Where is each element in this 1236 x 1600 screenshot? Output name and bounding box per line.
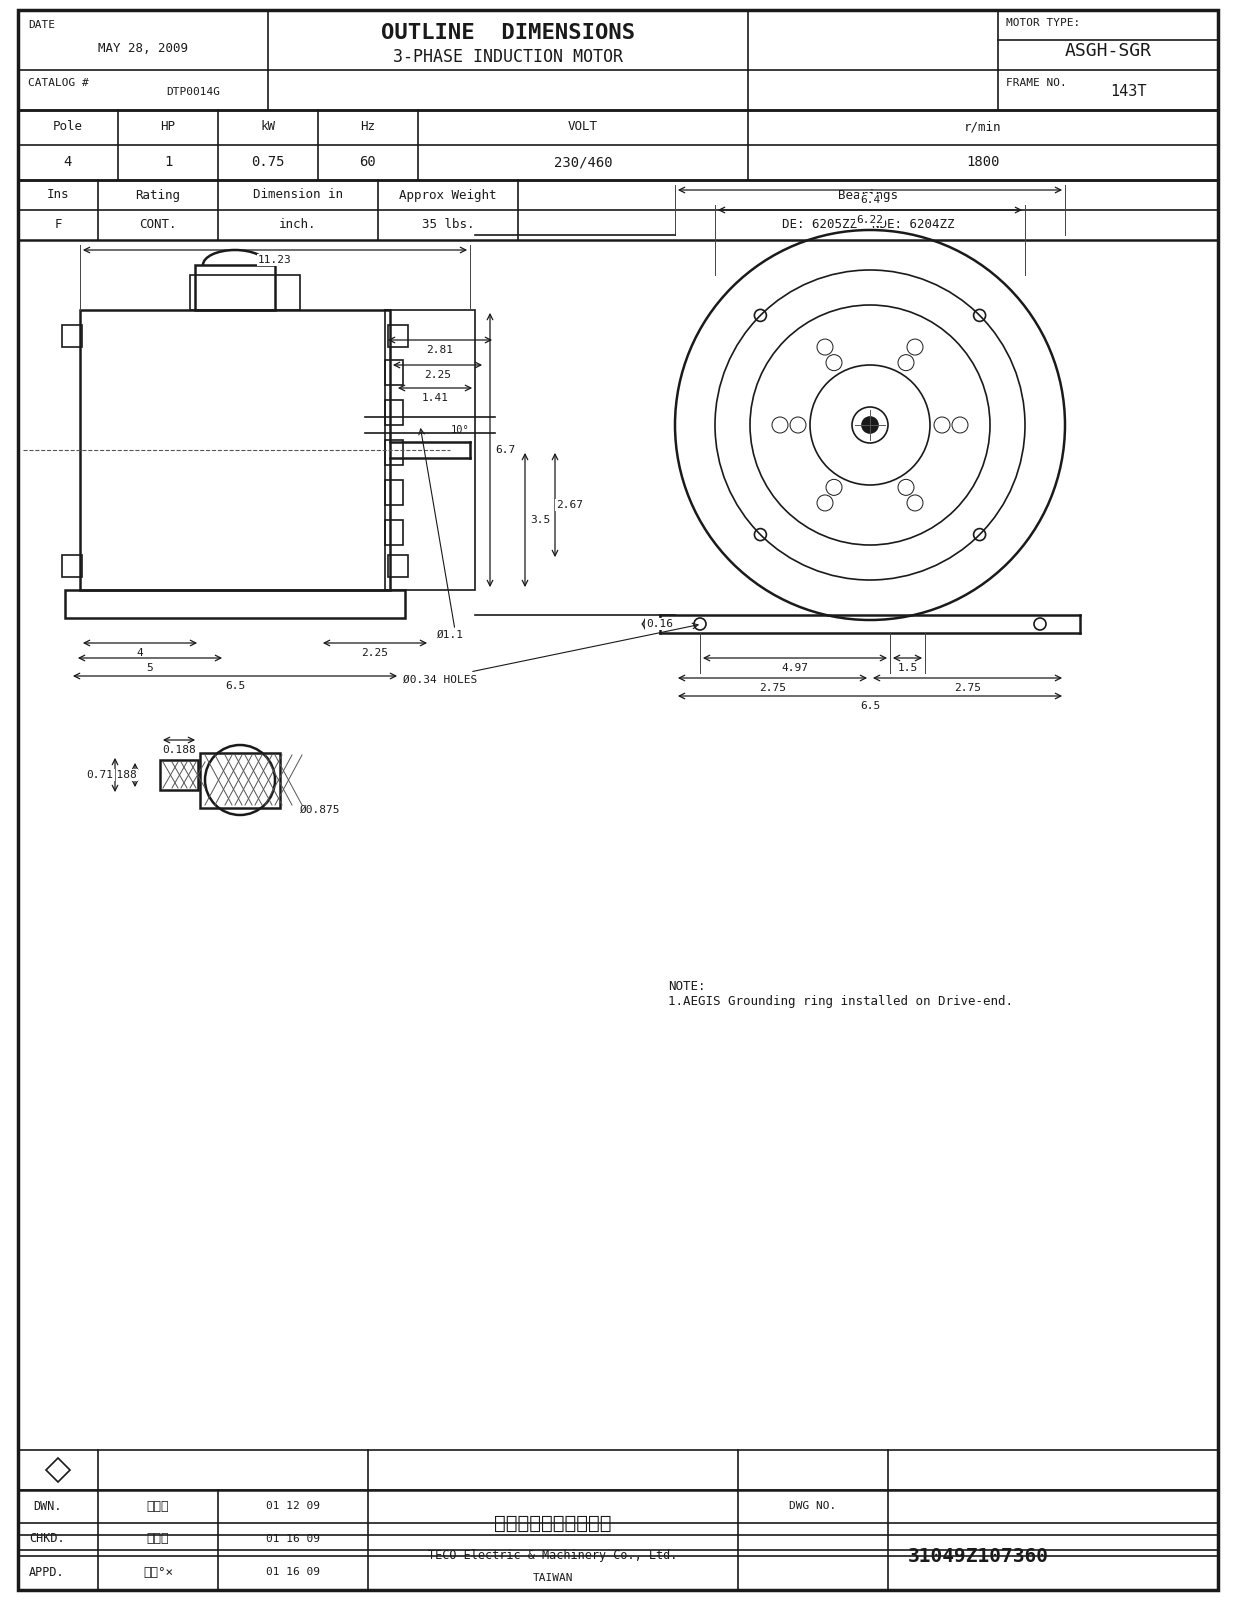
Bar [190,275,300,310]
Text: kW: kW [261,120,276,133]
Text: 2.25: 2.25 [361,648,388,658]
Text: 1.41: 1.41 [421,394,449,403]
Circle shape [861,418,878,434]
Text: 35 lbs.: 35 lbs. [421,219,475,232]
Bar [62,325,82,347]
Text: 6.4: 6.4 [860,195,880,205]
Text: 1: 1 [164,155,172,170]
Bar [19,1534,1217,1550]
Text: 0.188: 0.188 [162,746,195,755]
Text: 東元電機股份有限公司: 東元電機股份有限公司 [494,1514,612,1533]
Text: F: F [54,219,62,232]
Bar [80,310,391,590]
Text: 0.16: 0.16 [646,619,674,629]
Text: 4.97: 4.97 [781,662,808,674]
Bar [159,760,198,790]
Text: 2.67: 2.67 [556,499,583,510]
Text: TECO Electric & Machinery Co., Ltd.: TECO Electric & Machinery Co., Ltd. [429,1549,677,1563]
Bar [388,325,408,347]
Text: 3-PHASE INDUCTION MOTOR: 3-PHASE INDUCTION MOTOR [393,48,623,66]
Text: 01 16 09: 01 16 09 [266,1534,320,1544]
Text: 2.75: 2.75 [759,683,786,693]
Bar [19,1490,1217,1590]
Text: CONT.: CONT. [140,219,177,232]
Text: DE: 6205ZZ  NDE: 6204ZZ: DE: 6205ZZ NDE: 6204ZZ [781,219,954,232]
Text: 陳敌元: 陳敌元 [147,1533,169,1546]
Text: Ø1.1: Ø1.1 [436,630,464,640]
Text: 0.75: 0.75 [251,155,284,170]
Text: 5: 5 [147,662,153,674]
Text: Hz: Hz [361,120,376,133]
Bar [388,555,408,578]
Text: Dimension in: Dimension in [253,189,344,202]
Text: MOTOR TYPE:: MOTOR TYPE: [1006,18,1080,27]
Text: 2.75: 2.75 [954,683,981,693]
Bar [19,10,1217,110]
Text: Pole: Pole [53,120,83,133]
Text: 0.71: 0.71 [87,770,114,781]
Text: 01 16 09: 01 16 09 [266,1566,320,1578]
Bar [19,110,1217,179]
Text: 1800: 1800 [967,155,1000,170]
Text: MAY 28, 2009: MAY 28, 2009 [98,43,188,56]
Text: CHKD.: CHKD. [30,1533,64,1546]
Text: 6.5: 6.5 [860,701,880,710]
Text: Bearings: Bearings [838,189,899,202]
Bar [384,360,403,386]
Text: 6.7: 6.7 [494,445,515,454]
Text: 10°: 10° [451,426,470,435]
Text: 2.81: 2.81 [426,346,454,355]
Text: Ins: Ins [47,189,69,202]
Text: 230/460: 230/460 [554,155,612,170]
Text: Rating: Rating [136,189,180,202]
Text: DWN.: DWN. [32,1499,62,1512]
Text: NOTE:
1.AEGIS Grounding ring installed on Drive-end.: NOTE: 1.AEGIS Grounding ring installed o… [667,979,1014,1008]
Bar [384,440,403,466]
Text: 3.5: 3.5 [530,515,550,525]
Bar [62,555,82,578]
Text: Ø0.34 HOLES: Ø0.34 HOLES [403,675,477,685]
Text: 6.22: 6.22 [857,214,884,226]
Text: DWG NO.: DWG NO. [790,1501,837,1510]
Text: ASGH-SGR: ASGH-SGR [1064,42,1152,59]
Text: r/min: r/min [964,120,1001,133]
Text: 4: 4 [137,648,143,658]
Bar [19,179,1217,240]
Text: TAIWAN: TAIWAN [533,1573,574,1582]
Bar [200,754,281,808]
Text: OUTLINE  DIMENSIONS: OUTLINE DIMENSIONS [381,22,635,43]
Text: inch.: inch. [279,219,316,232]
Bar [384,480,403,506]
Text: VOLT: VOLT [569,120,598,133]
Text: 31049Z107360: 31049Z107360 [907,1547,1048,1565]
Text: 01 12 09: 01 12 09 [266,1501,320,1510]
Text: 6.5: 6.5 [225,682,245,691]
Text: 143T: 143T [1110,85,1146,99]
Text: HP: HP [161,120,176,133]
Bar [384,310,475,590]
Text: 蔡明°×: 蔡明°× [143,1565,173,1579]
Text: DATE: DATE [28,19,54,30]
Text: DTP0014G: DTP0014G [166,86,220,98]
Text: 60: 60 [360,155,377,170]
Bar [384,400,403,426]
Text: 陳奈元: 陳奈元 [147,1499,169,1512]
Text: FRAME NO.: FRAME NO. [1006,78,1067,88]
Text: 1.5: 1.5 [897,662,917,674]
Text: APPD.: APPD. [30,1565,64,1579]
Text: 4: 4 [64,155,72,170]
Bar [384,520,403,546]
Bar [19,1450,1217,1490]
Text: 11.23: 11.23 [258,254,292,266]
Text: 2.25: 2.25 [424,370,451,379]
Bar [66,590,405,618]
Text: Approx Weight: Approx Weight [399,189,497,202]
Text: 0.188: 0.188 [103,770,137,781]
Text: Ø0.875: Ø0.875 [300,805,340,814]
Bar [195,266,274,310]
Text: CATALOG #: CATALOG # [28,78,89,88]
